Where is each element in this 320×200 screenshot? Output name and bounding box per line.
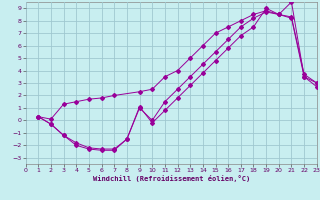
X-axis label: Windchill (Refroidissement éolien,°C): Windchill (Refroidissement éolien,°C) [92, 175, 250, 182]
